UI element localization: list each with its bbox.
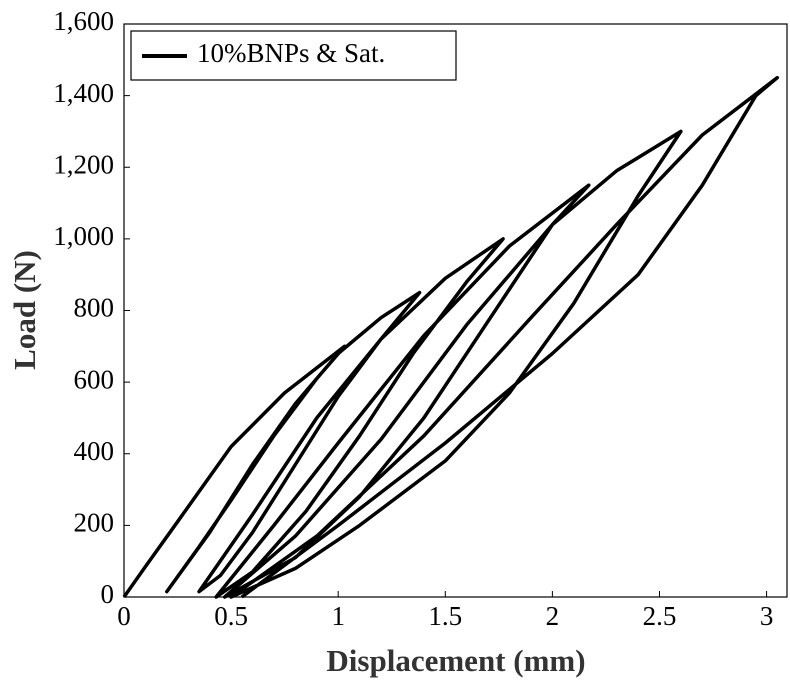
x-tick-label: 0 [117,601,131,631]
legend-label: 10%BNPs & Sat. [197,38,385,68]
y-tick-label: 800 [74,293,115,323]
y-tick-label: 200 [74,508,115,538]
plot-frame [123,23,788,598]
x-tick-label: 2 [546,601,560,631]
y-tick-label: 1,200 [53,149,114,179]
x-tick-label: 1 [331,601,345,631]
data-line [122,75,780,599]
y-tick-label: 1,600 [53,6,114,36]
x-axis-label: Displacement (mm) [326,643,585,678]
y-tick-label: 400 [74,436,115,466]
y-tick-label: 1,000 [53,221,114,251]
x-tick-label: 0.5 [214,601,248,631]
x-tick-label: 1.5 [428,601,462,631]
y-axis-label: Load (N) [7,250,42,370]
y-tick-label: 1,400 [53,78,114,108]
x-tick-label: 3 [760,601,774,631]
x-tick-label: 2.5 [643,601,677,631]
y-tick-label: 600 [74,364,115,394]
y-tick-label: 0 [101,579,115,609]
